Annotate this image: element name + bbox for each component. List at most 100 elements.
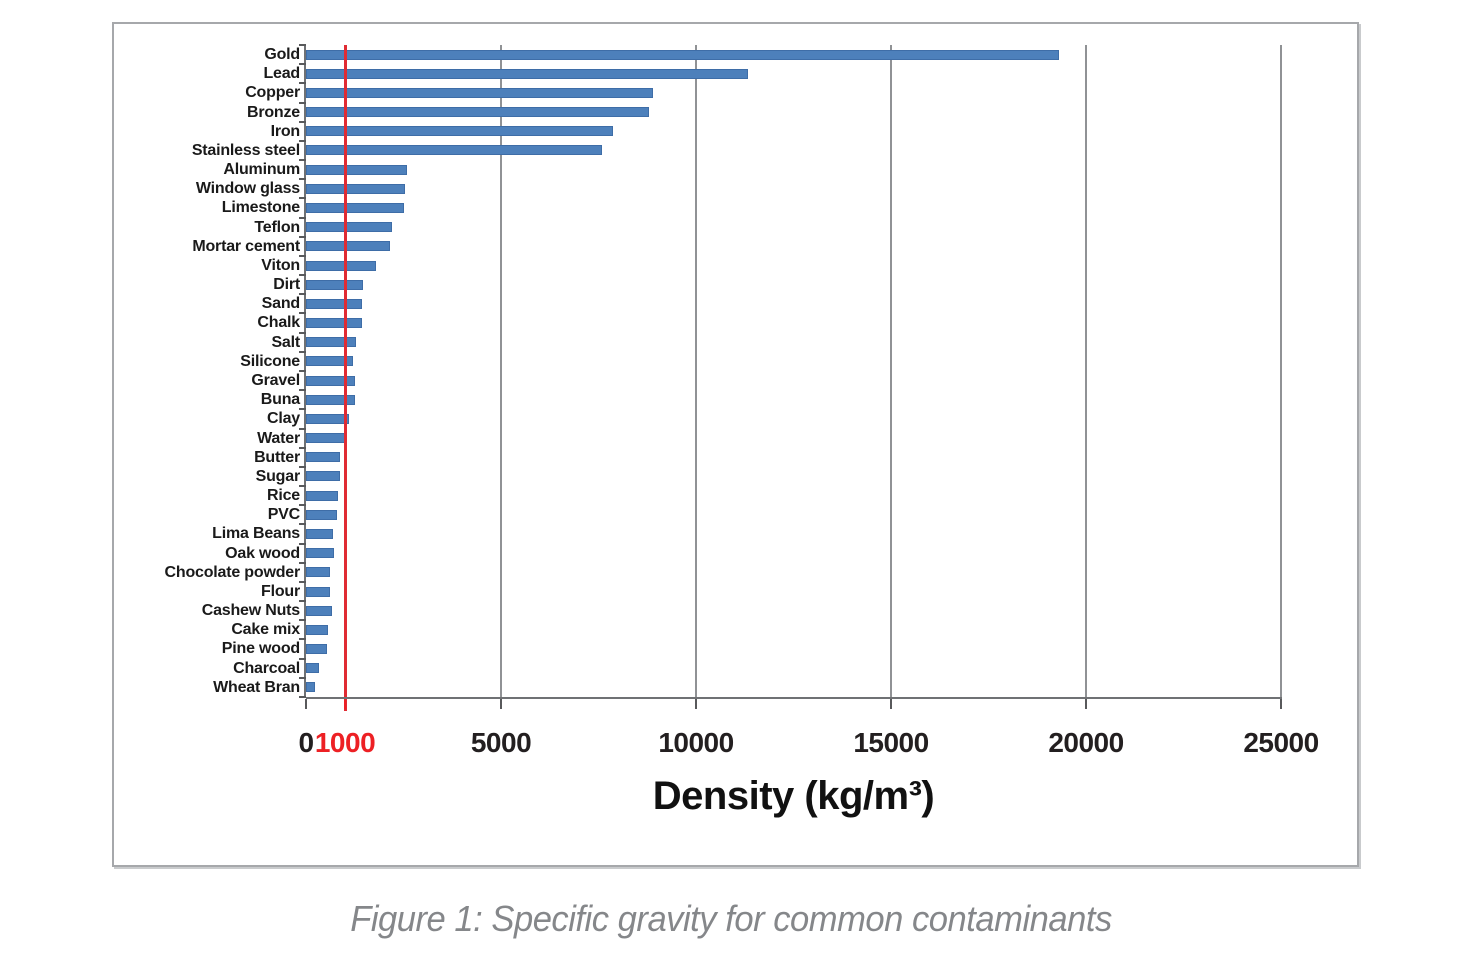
- category-tick: [299, 600, 306, 603]
- gridline-5000: [500, 45, 502, 697]
- bar: [306, 548, 334, 559]
- bar: [306, 586, 331, 597]
- figure-frame: Gold Lead Copper Bronze Iron Stainless steel A…: [112, 22, 1359, 867]
- x-tick-20000: [1085, 699, 1087, 709]
- category-label: Copper: [245, 84, 300, 102]
- x-tick-0: [305, 699, 307, 709]
- gridline-25000: [1280, 45, 1282, 697]
- category-label: Rice: [267, 487, 300, 505]
- category-tick: [299, 485, 306, 488]
- bar: [306, 452, 341, 463]
- category-tick: [299, 216, 306, 219]
- category-label: Gold: [264, 46, 300, 63]
- bar: [306, 471, 341, 482]
- category-tick: [299, 44, 306, 46]
- category-tick: [299, 408, 306, 411]
- x-tick-label-20000: 20000: [1048, 727, 1124, 758]
- x-tick-label-15000: 15000: [853, 727, 929, 758]
- category-tick: [299, 504, 306, 507]
- x-tick-25000: [1280, 699, 1282, 709]
- bar: [306, 509, 338, 520]
- bar: [306, 49, 1059, 60]
- bar: [306, 375, 355, 386]
- category-tick: [299, 580, 306, 583]
- bar: [306, 298, 362, 309]
- x-tick-5000: [500, 699, 502, 709]
- category-label: Buna: [260, 391, 300, 409]
- bar: [306, 356, 353, 367]
- category-label: Water: [257, 429, 300, 447]
- bar: [306, 490, 339, 501]
- bar: [306, 413, 349, 424]
- x-axis-line: [306, 697, 1282, 699]
- category-label: Iron: [270, 122, 301, 140]
- density-bar-chart: Gold Lead Copper Bronze Iron Stainless steel A…: [114, 24, 1357, 865]
- x-tick-label-10000: 10000: [658, 727, 734, 758]
- category-tick: [299, 370, 306, 372]
- x-tick-15000: [890, 699, 892, 709]
- bar: [306, 126, 613, 137]
- bar: [306, 663, 319, 674]
- category-label: Pine wood: [221, 640, 300, 658]
- bar: [306, 145, 603, 156]
- category-label: Flour: [261, 582, 300, 600]
- category-label: Charcoal: [233, 659, 300, 677]
- category-tick: [299, 465, 306, 468]
- category-label: Salt: [271, 333, 300, 351]
- gridline-10000: [695, 45, 697, 697]
- bar: [306, 203, 404, 213]
- category-label: Gravel: [251, 372, 300, 389]
- category-tick: [299, 542, 306, 545]
- category-tick: [299, 235, 306, 238]
- category-label: Sugar: [255, 467, 301, 485]
- category-tick: [299, 293, 306, 296]
- category-label: Chocolate powder: [164, 563, 301, 581]
- category-tick: [299, 312, 306, 315]
- category-label: Aluminum: [223, 161, 300, 179]
- category-tick: [299, 696, 306, 698]
- category-tick: [299, 120, 306, 123]
- x-tick-1000: [344, 699, 346, 709]
- category-label: Cake mix: [231, 621, 300, 639]
- category-tick: [299, 197, 306, 200]
- category-label: Butter: [254, 448, 300, 466]
- category-label: Viton: [261, 256, 300, 274]
- bar: [306, 318, 362, 329]
- x-tick-10000: [695, 699, 697, 709]
- category-tick: [299, 139, 306, 142]
- category-tick: [299, 159, 306, 162]
- category-tick: [299, 638, 306, 641]
- category-label: Sand: [261, 295, 301, 313]
- category-tick: [299, 446, 306, 449]
- category-label: Bronze: [246, 103, 300, 121]
- gridline-15000: [890, 45, 892, 697]
- category-tick: [299, 523, 306, 526]
- category-label: Wheat Bran: [213, 678, 300, 696]
- reference-line-1000: [344, 45, 347, 711]
- category-label: Teflon: [254, 218, 300, 236]
- category-label: Lead: [263, 65, 300, 83]
- category-label: Chalk: [257, 314, 300, 332]
- category-label: Lima Beans: [212, 525, 300, 543]
- x-axis-title: Density (kg/m³): [652, 774, 935, 818]
- category-label: Cashew Nuts: [201, 602, 300, 620]
- bar: [306, 337, 356, 348]
- plot-area: [306, 45, 1282, 711]
- bar: [306, 394, 355, 405]
- bar: [306, 644, 327, 655]
- category-label: Window glass: [195, 180, 300, 198]
- category-tick: [299, 676, 306, 679]
- bar: [306, 260, 377, 271]
- category-labels: Gold Lead Copper Bronze Iron Stainless steel A…: [120, 45, 301, 697]
- bar: [306, 87, 654, 98]
- bar: [306, 183, 406, 194]
- gridline-20000: [1085, 45, 1087, 697]
- bar: [306, 682, 316, 693]
- bar: [306, 529, 334, 539]
- category-label: Limestone: [221, 199, 300, 217]
- category-label: Stainless steel: [191, 141, 300, 159]
- bar: [306, 164, 408, 175]
- category-label: Dirt: [273, 276, 300, 294]
- category-tick: [299, 254, 306, 257]
